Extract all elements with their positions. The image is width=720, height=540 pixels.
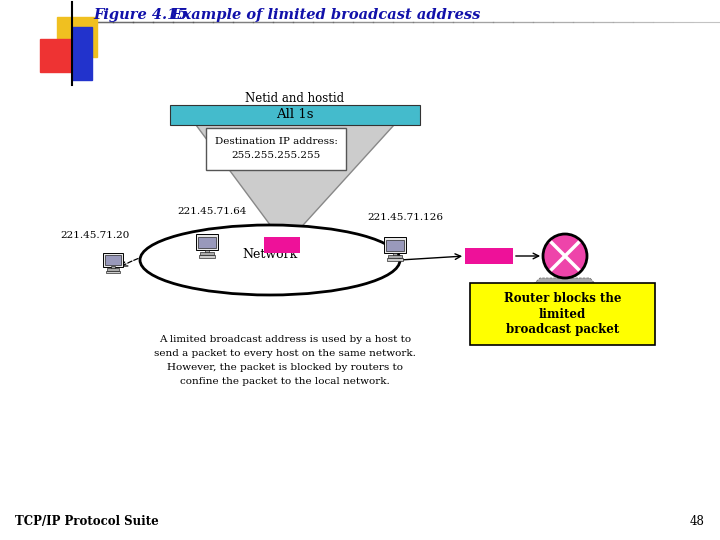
Bar bbox=[200, 253, 215, 255]
Text: 255.255.255.255: 255.255.255.255 bbox=[231, 152, 320, 160]
Text: However, the packet is blocked by routers to: However, the packet is blocked by router… bbox=[167, 363, 403, 373]
Bar bbox=[199, 255, 215, 258]
Bar bbox=[393, 253, 397, 256]
Bar bbox=[387, 258, 403, 261]
Bar bbox=[112, 266, 114, 269]
Text: Example of limited broadcast address: Example of limited broadcast address bbox=[156, 8, 480, 22]
Text: Router blocks the: Router blocks the bbox=[504, 293, 621, 306]
Text: All 1s: All 1s bbox=[276, 109, 314, 122]
Bar bbox=[198, 237, 216, 248]
Bar bbox=[386, 240, 404, 251]
Text: 221.45.71.64: 221.45.71.64 bbox=[177, 207, 247, 216]
Text: 48: 48 bbox=[690, 515, 705, 528]
FancyBboxPatch shape bbox=[206, 128, 346, 170]
Text: limited: limited bbox=[539, 307, 586, 321]
Text: send a packet to every host on the same network.: send a packet to every host on the same … bbox=[154, 349, 416, 359]
Text: Netid and hostid: Netid and hostid bbox=[246, 92, 345, 105]
Bar bbox=[40, 39, 73, 72]
Bar bbox=[107, 268, 120, 271]
Bar bbox=[384, 238, 406, 253]
Text: Figure 4.15: Figure 4.15 bbox=[93, 8, 187, 22]
Bar bbox=[205, 250, 209, 253]
Bar bbox=[388, 255, 402, 258]
FancyBboxPatch shape bbox=[470, 283, 655, 345]
Bar bbox=[196, 234, 218, 251]
Text: Destination IP address:: Destination IP address: bbox=[215, 138, 338, 146]
Bar bbox=[105, 255, 121, 265]
Bar bbox=[72, 27, 92, 80]
Bar bbox=[103, 253, 123, 267]
Bar bbox=[57, 17, 97, 57]
Polygon shape bbox=[196, 125, 394, 245]
Bar bbox=[106, 271, 120, 273]
Text: confine the packet to the local network.: confine the packet to the local network. bbox=[180, 377, 390, 387]
Ellipse shape bbox=[140, 225, 400, 295]
Text: broadcast packet: broadcast packet bbox=[506, 322, 619, 335]
Text: 221.45.71.126: 221.45.71.126 bbox=[367, 213, 443, 222]
Polygon shape bbox=[510, 278, 615, 306]
Text: Network: Network bbox=[243, 248, 297, 261]
Bar bbox=[170, 105, 420, 125]
Text: TCP/IP Protocol Suite: TCP/IP Protocol Suite bbox=[15, 515, 158, 528]
Text: 221.45.71.20: 221.45.71.20 bbox=[60, 231, 130, 240]
Circle shape bbox=[543, 234, 587, 278]
Bar bbox=[465, 248, 513, 264]
Text: A limited broadcast address is used by a host to: A limited broadcast address is used by a… bbox=[159, 335, 411, 345]
Bar bbox=[264, 237, 300, 253]
